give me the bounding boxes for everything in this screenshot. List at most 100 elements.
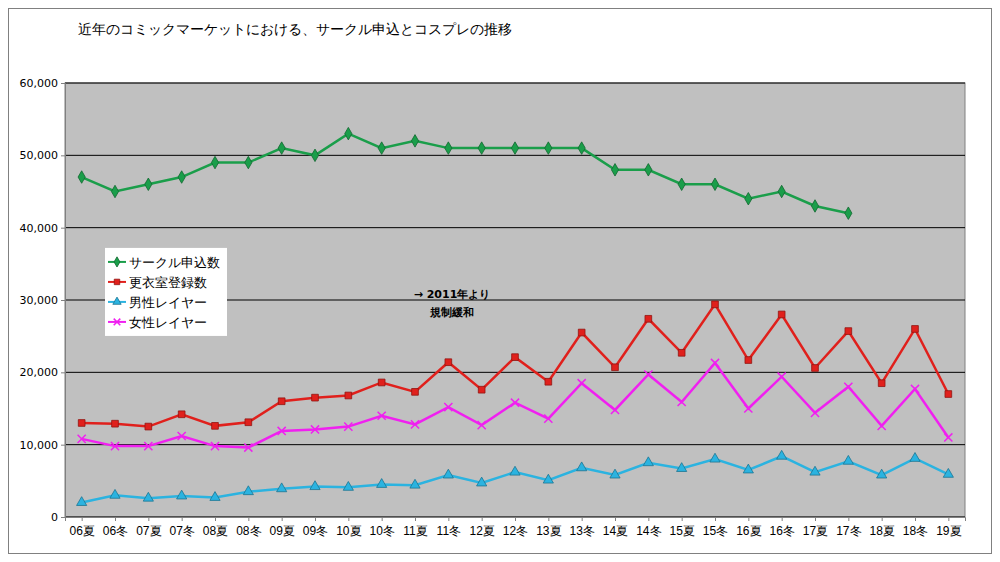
x-tick: 08夏 <box>203 517 228 538</box>
series-marker <box>811 200 818 212</box>
x-tick-label: 06冬 <box>103 524 128 538</box>
x-tick: 15夏 <box>669 517 694 538</box>
x-tick: 11夏 <box>403 517 427 538</box>
x-tick-label: 10夏 <box>336 524 361 538</box>
legend-label: 更衣室登録数 <box>129 275 207 290</box>
x-tick-mark <box>582 517 583 521</box>
x-tick-label: 15夏 <box>669 524 694 538</box>
series-marker <box>343 481 353 490</box>
series-marker <box>611 406 619 414</box>
series-marker <box>145 423 152 430</box>
series-marker <box>877 469 887 478</box>
x-tick: 06夏 <box>69 517 94 538</box>
series-marker <box>845 207 852 219</box>
legend: サークル申込数更衣室登録数男性レイヤー女性レイヤー <box>105 248 227 336</box>
y-tick-label: 10,000 <box>20 439 59 452</box>
y-tick-mark <box>61 155 65 156</box>
x-tick-label: 17冬 <box>836 524 861 538</box>
series-marker <box>345 392 352 399</box>
x-tick-label: 09冬 <box>303 524 328 538</box>
series-marker <box>211 156 218 168</box>
y-axis: 010,00020,00030,00040,00050,00060,000 <box>20 77 66 524</box>
series-marker <box>910 453 920 462</box>
series-marker <box>878 380 885 387</box>
series-marker <box>378 142 385 154</box>
legend-label: サークル申込数 <box>129 255 220 270</box>
series-marker <box>111 442 119 450</box>
chart-title: 近年のコミックマーケットにおける、サークル申込とコスプレの推移 <box>78 21 512 37</box>
series-line <box>82 134 849 214</box>
series-marker <box>245 156 252 168</box>
y-tick: 50,000 <box>20 149 66 162</box>
series-marker <box>112 420 119 427</box>
series-marker <box>178 432 186 440</box>
y-tick: 60,000 <box>20 77 66 90</box>
x-tick: 14冬 <box>636 517 661 538</box>
x-tick-mark <box>82 517 83 521</box>
y-tick-label: 20,000 <box>20 366 59 379</box>
legend-entry: サークル申込数 <box>108 255 220 270</box>
legend-box <box>105 248 227 336</box>
y-tick: 40,000 <box>20 222 66 235</box>
series-marker <box>345 127 352 139</box>
x-tick-mark <box>148 517 149 521</box>
x-tick-mark <box>182 517 183 521</box>
x-tick-mark <box>648 517 649 521</box>
series-marker <box>810 466 820 475</box>
series-marker <box>778 373 786 381</box>
legend-marker <box>114 257 120 267</box>
series-marker <box>244 443 252 451</box>
series-marker <box>777 450 787 459</box>
x-tick-label: 16冬 <box>769 524 794 538</box>
x-tick-label: 13冬 <box>569 524 594 538</box>
grid-line <box>65 372 965 373</box>
series-marker <box>78 435 86 443</box>
x-tick: 12夏 <box>469 517 494 538</box>
x-tick-mark <box>615 517 616 521</box>
x-tick-label: 10冬 <box>369 524 394 538</box>
series-marker <box>545 142 552 154</box>
legend-marker <box>113 297 121 304</box>
series-marker <box>778 185 785 197</box>
x-tick-label: 07冬 <box>169 524 194 538</box>
series-marker <box>645 315 652 322</box>
y-tick-mark <box>61 300 65 301</box>
series-marker <box>377 479 387 488</box>
grid-line <box>65 444 965 445</box>
series-marker <box>78 171 85 183</box>
x-tick-label: 14冬 <box>636 524 661 538</box>
x-tick-label: 09夏 <box>269 524 294 538</box>
series-marker <box>177 490 187 499</box>
series-marker <box>278 398 285 405</box>
annotation: → 2011年より規制緩和 <box>414 288 491 319</box>
series-marker <box>311 149 318 161</box>
series-marker <box>445 142 452 154</box>
x-tick-label: 19夏 <box>936 524 961 538</box>
grid-line <box>65 83 965 84</box>
series-marker <box>411 420 419 428</box>
outer-frame <box>9 9 992 554</box>
x-axis-line <box>66 518 966 522</box>
series-marker <box>111 185 118 197</box>
x-tick-label: 13夏 <box>536 524 561 538</box>
series-marker <box>645 164 652 176</box>
series-marker <box>310 481 320 490</box>
x-tick: 17冬 <box>836 517 861 538</box>
series-marker <box>678 178 685 190</box>
x-tick: 16冬 <box>769 517 794 538</box>
x-tick: 10冬 <box>369 517 394 538</box>
x-tick: 17夏 <box>803 517 828 538</box>
x-tick: 10夏 <box>336 517 361 538</box>
x-tick-label: 11夏 <box>403 524 427 538</box>
x-tick-mark <box>415 517 416 521</box>
series-marker <box>277 483 287 492</box>
x-tick-mark <box>948 517 949 521</box>
x-tick-mark <box>215 517 216 521</box>
x-tick-mark <box>848 517 849 521</box>
series-marker <box>210 492 220 501</box>
series-marker <box>212 423 219 430</box>
y-tick-mark <box>61 228 65 229</box>
series-marker <box>544 415 552 423</box>
y-tick-label: 30,000 <box>20 294 59 307</box>
x-tick-label: 15冬 <box>703 524 728 538</box>
